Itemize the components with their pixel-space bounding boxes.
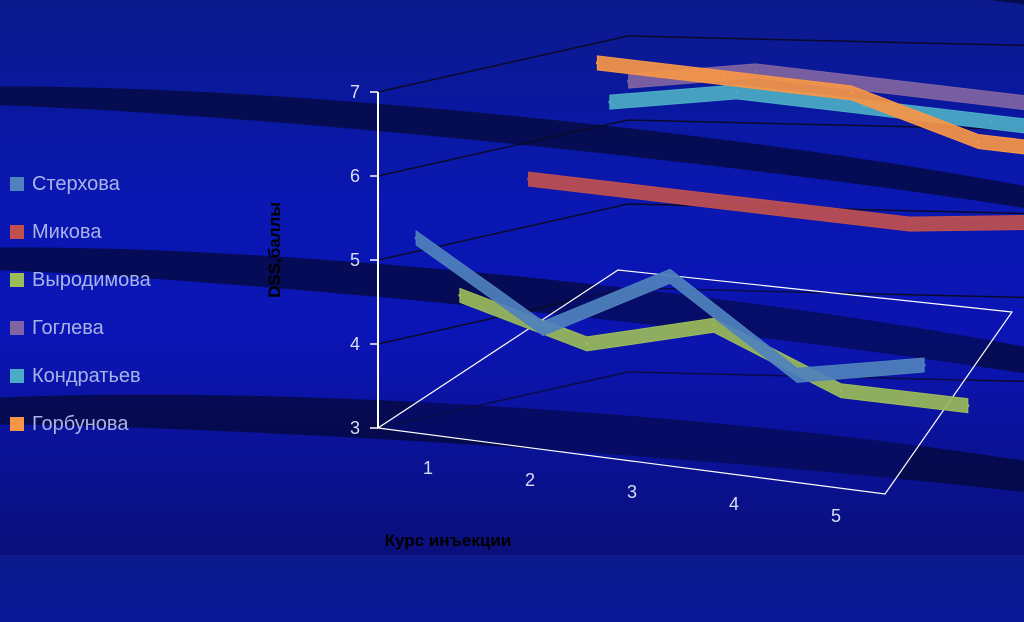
legend-item: Выродимова [10, 256, 151, 304]
legend-item: Гоглева [10, 304, 151, 352]
series-ribbon [596, 55, 1024, 155]
gridline [377, 203, 1024, 261]
legend-item: Стерхова [10, 160, 151, 208]
data-point [922, 363, 926, 367]
x-tick-label: 2 [525, 470, 535, 490]
data-point [627, 79, 631, 83]
legend-item: Кондратьев [10, 352, 151, 400]
y-tick-label: 3 [350, 418, 360, 438]
gridline [377, 371, 1024, 429]
legend: Стерхова Микова Выродимова Гоглева Кондратье… [10, 160, 151, 448]
x-tick-label: 4 [729, 494, 739, 514]
data-point [585, 342, 589, 346]
data-point [654, 192, 658, 196]
y-axis-title: DSS,баллы [265, 202, 284, 298]
data-point [735, 90, 739, 94]
data-point [754, 69, 758, 73]
data-point [795, 373, 799, 377]
legend-swatch [10, 417, 24, 431]
legend-label: Горбунова [32, 412, 129, 435]
data-point [527, 177, 531, 181]
series-ribbon [528, 171, 1024, 232]
data-point [608, 100, 612, 104]
data-point [781, 207, 785, 211]
data-point [849, 91, 853, 95]
data-point [712, 323, 716, 327]
legend-swatch [10, 369, 24, 383]
data-point [839, 389, 843, 393]
legend-item: Микова [10, 208, 151, 256]
data-point [989, 120, 993, 124]
x-axis-title: Курс инъекции [385, 531, 512, 550]
chart-walls [376, 35, 1024, 495]
x-tick-label: 5 [831, 506, 841, 526]
gridline [377, 119, 1024, 177]
data-point [722, 76, 726, 80]
y-tick-label: 5 [350, 250, 360, 270]
legend-label: Кондратьев [32, 364, 141, 387]
legend-label: Стерхова [32, 172, 120, 195]
legend-label: Выродимова [32, 268, 151, 291]
data-point [541, 327, 545, 330]
x-tick-label: 1 [423, 458, 433, 478]
data-point [966, 404, 970, 408]
gridline [377, 35, 1024, 93]
legend-label: Микова [32, 220, 102, 243]
data-point [668, 274, 672, 278]
legend-swatch [10, 321, 24, 335]
data-point [881, 84, 885, 88]
x-tick-label: 3 [627, 482, 637, 502]
data-point [595, 61, 599, 65]
chart: 3 4 5 6 7 1 2 3 4 5 DSS,баллы Курс инъекции [265, 35, 1024, 550]
legend-swatch [10, 225, 24, 239]
series-ribbon [415, 229, 925, 383]
legend-label: Гоглева [32, 316, 104, 339]
data-point [862, 105, 866, 109]
y-tick-label: 6 [350, 166, 360, 186]
data-point [1008, 99, 1012, 103]
data-point [458, 293, 462, 297]
legend-swatch [10, 273, 24, 287]
data-point [976, 140, 980, 143]
y-tick-label: 7 [350, 82, 360, 102]
legend-item: Горбунова [10, 400, 151, 448]
data-point [908, 222, 912, 226]
legend-swatch [10, 177, 24, 191]
chart-ticks: 3 4 5 6 7 1 2 3 4 5 [350, 82, 841, 526]
data-point [414, 236, 418, 240]
chart-series [414, 55, 1024, 414]
y-tick-label: 4 [350, 334, 360, 354]
